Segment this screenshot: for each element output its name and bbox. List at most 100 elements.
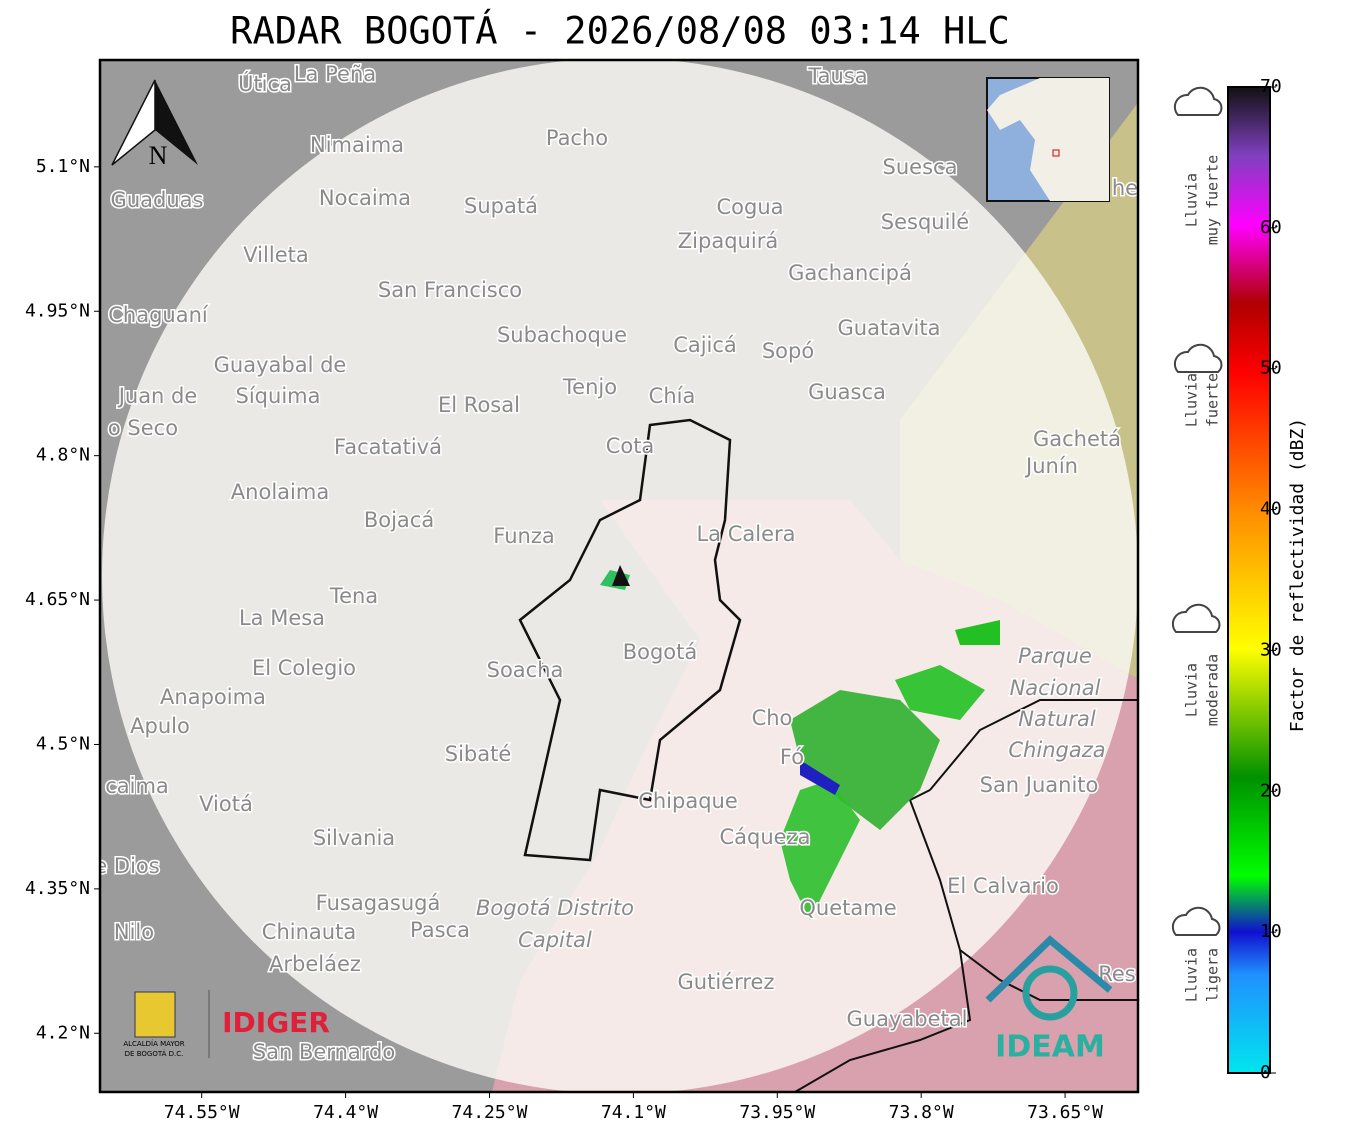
map: Útica La Peña Tausa Pacho Nimaima Guaduas Noca… [94, 60, 1138, 1092]
place-label: Facatativá [334, 435, 442, 459]
place-label: La Peña [294, 62, 376, 86]
place-label: Zipaquirá [678, 229, 778, 253]
x-tick-label: 74.25°W [452, 1102, 528, 1123]
place-label: Villeta [243, 243, 308, 267]
place-label: Pasca [410, 918, 470, 942]
cloud-icon [1171, 906, 1221, 936]
y-tick-label: 4.5°N [36, 733, 90, 754]
place-label: Bojacá [364, 508, 434, 532]
place-label: San Juanito [980, 773, 1099, 797]
place-label: Suesca [883, 155, 958, 179]
place-label: Nacional [1010, 676, 1101, 700]
logo-shield [134, 991, 176, 1038]
place-label: Gachancipá [788, 261, 912, 285]
place-label: o Seco [108, 416, 178, 440]
echo [790, 690, 940, 830]
rain-level-label: Lluvia [1183, 373, 1201, 427]
rain-level-label: ligera [1204, 948, 1222, 1002]
place-label: Sibaté [445, 742, 512, 766]
place-label: Cogua [716, 195, 783, 219]
inset-marker [1052, 149, 1060, 157]
place-label: Chinauta [262, 920, 356, 944]
place-label: Silvania [313, 826, 395, 850]
cloud-icon [1173, 86, 1223, 116]
place-label: El Colegio [252, 656, 356, 680]
place-label: Junín [1024, 454, 1078, 478]
colorbar-tick-label: 40 [1260, 499, 1282, 520]
logo-text: DE BOGOTÁ D.C. [125, 1049, 184, 1058]
north-arrow [155, 80, 198, 165]
cloud-icon [1171, 603, 1221, 633]
colorbar-tick-label: 30 [1260, 639, 1282, 660]
place-label: Fó [780, 745, 804, 769]
place-label: Anapoima [160, 685, 266, 709]
place-label: Quetame [799, 896, 896, 920]
place-label: Chía [649, 384, 696, 408]
place-label: Cajicá [673, 333, 737, 357]
place-label: Guatavita [838, 316, 941, 340]
place-label: Anolaima [231, 480, 329, 504]
echo [800, 760, 840, 795]
place-label: El Rosal [438, 393, 520, 417]
place-label: Juan de [117, 384, 198, 408]
place-label: La Mesa [239, 606, 325, 630]
colorbar-tick-label: 10 [1260, 921, 1282, 942]
place-label: Natural [1018, 707, 1096, 731]
colorbar-tick-label: 20 [1260, 780, 1282, 801]
logo-ideam-roof [985, 935, 1113, 1003]
rain-level-label: Lluvia [1183, 663, 1201, 717]
radar-echoes [600, 570, 1000, 920]
logo-text: ALCALDÍA MAYOR [123, 1039, 184, 1048]
place-label: Bogotá Distrito [476, 896, 634, 920]
place-label: El Calvario [947, 874, 1059, 898]
place-label: Soacha [487, 658, 564, 682]
place-label: Cho [752, 706, 793, 730]
colorbar [1227, 86, 1271, 1074]
radar-site [612, 565, 630, 586]
bogota-boundary [518, 418, 742, 862]
colorbar-label: Factor de reflectividad (dBZ) [1287, 418, 1308, 732]
x-tick-label: 73.95°W [739, 1102, 815, 1123]
place-label: Chingaza [1008, 738, 1105, 762]
place-label: San Bernardo [253, 1040, 395, 1064]
place-label: he [1112, 176, 1138, 200]
north-label: N [149, 141, 168, 170]
x-tick-label: 74.4°W [313, 1102, 378, 1123]
colorbar-tick-label: 70 [1260, 76, 1282, 97]
place-label: Guayabetal [847, 1007, 968, 1031]
place-label: Sesquilé [881, 210, 969, 234]
place-label: La Calera [696, 522, 795, 546]
y-tick-label: 4.95°N [25, 300, 90, 321]
inset-land [987, 78, 1109, 201]
y-tick-label: 5.1°N [36, 156, 90, 177]
colorbar-tick-label: 50 [1260, 358, 1282, 379]
place-label: Síquima [236, 384, 321, 408]
place-label: Chaguaní [108, 303, 209, 327]
place-label: Supatá [464, 194, 538, 218]
place-label: Guasca [808, 380, 886, 404]
place-label: Guaduas [111, 188, 204, 212]
place-label: Tena [329, 584, 378, 608]
y-tick-label: 4.65°N [25, 589, 90, 610]
echo [780, 780, 860, 920]
x-tick-label: 74.55°W [164, 1102, 240, 1123]
place-label: Útica [238, 71, 292, 96]
x-tick-label: 74.1°W [601, 1102, 666, 1123]
place-label: Cáqueza [720, 825, 811, 849]
place-label: e Dios [94, 854, 159, 878]
place-label: Fusagasugá [316, 891, 441, 915]
place-label: Viotá [199, 792, 253, 816]
colorbar-tick-label: 60 [1260, 217, 1282, 238]
place-label: Chipaque [638, 789, 738, 813]
boundaries [794, 699, 1138, 1092]
place-label: Nilo [114, 920, 154, 944]
place-label: Nocaima [319, 186, 411, 210]
place-label: Pacho [546, 126, 608, 150]
y-tick-label: 4.8°N [36, 445, 90, 466]
place-label: Capital [518, 928, 592, 952]
y-tick-label: 4.35°N [25, 878, 90, 899]
cloud-icon [1173, 343, 1223, 373]
echo [895, 665, 985, 720]
rain-level-label: Lluvia [1183, 948, 1201, 1002]
